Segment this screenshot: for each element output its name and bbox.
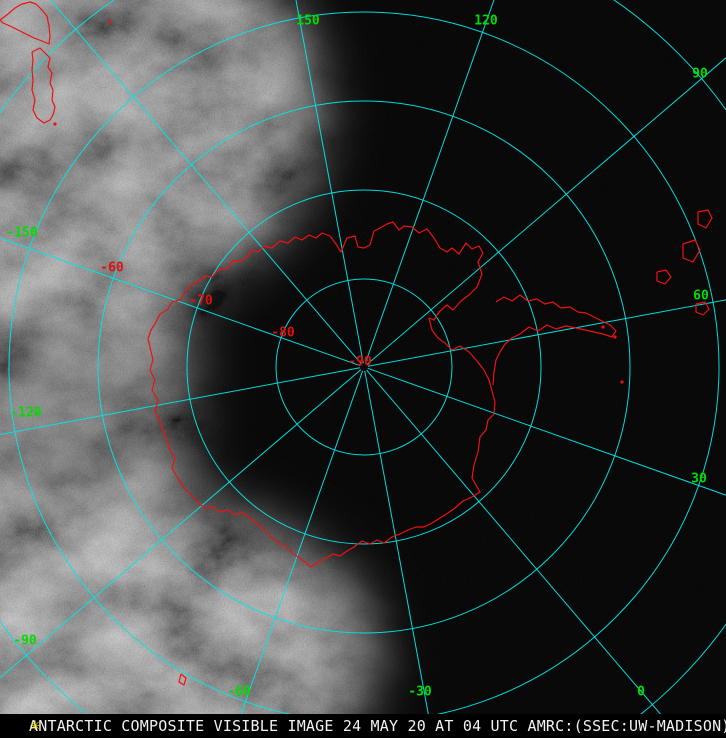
coastline-path: [656, 269, 672, 285]
coastline-layer: [0, 1, 713, 686]
cursor-star-icon: ✳: [30, 715, 41, 735]
longitude-label: -120: [10, 405, 42, 421]
meridian-line: [366, 369, 662, 714]
coastline-path: [695, 301, 710, 316]
meridian-line: [366, 57, 726, 365]
meridian-line: [0, 237, 361, 367]
coastline-path: [682, 239, 701, 263]
longitude-label: -60: [227, 684, 251, 700]
latitude-circle: [8, 11, 720, 714]
coastline-islet: [53, 122, 57, 126]
coastline-islet: [108, 20, 112, 24]
longitude-label: -150: [6, 225, 38, 241]
meridian-line: [49, 0, 362, 365]
meridian-line: [0, 367, 361, 435]
satellite-imagery-layer: [0, 0, 726, 714]
longitude-label: 30: [691, 471, 707, 487]
coastline-path: [697, 209, 713, 229]
longitude-label: 60: [693, 288, 709, 304]
coastline-islet: [601, 325, 605, 329]
longitude-label: 90: [692, 66, 708, 82]
coastline-islet: [620, 380, 624, 384]
meridian-line: [0, 369, 362, 679]
longitude-label: 150: [296, 13, 320, 29]
longitude-label: -30: [408, 684, 432, 700]
meridian-line: [367, 299, 726, 367]
longitude-label: -90: [13, 633, 37, 649]
latitude-circle: [97, 100, 631, 634]
sensor-noise-overlay: [0, 0, 726, 714]
latitude-circle: [186, 189, 542, 545]
coastline-path: [0, 1, 51, 45]
latitude-label: -70: [189, 293, 213, 309]
longitude-label: 0: [637, 684, 645, 700]
graticule-layer: [0, 0, 726, 714]
caption-bar: ✳ ANTARCTIC COMPOSITE VISIBLE IMAGE 24 M…: [0, 714, 726, 738]
caption-text: ANTARCTIC COMPOSITE VISIBLE IMAGE 24 MAY…: [29, 717, 726, 735]
latitude-label: -60: [100, 260, 124, 276]
map-area: 150 120 90 60 30 0 -30 -60 -90 -120 -150 -60 -70 -80 -…: [0, 0, 726, 714]
coastline-path: [147, 221, 496, 568]
longitude-label: 120: [474, 13, 498, 29]
coastline-islet: [613, 335, 617, 339]
latitude-label: -80: [271, 325, 295, 341]
meridian-line: [295, 0, 364, 364]
meridian-line: [364, 370, 429, 714]
meridian-line: [240, 370, 364, 714]
meridian-line: [367, 367, 726, 496]
coastline-path: [492, 294, 617, 386]
latitude-label: -90: [348, 354, 372, 370]
coastline-path: [178, 673, 187, 686]
latitude-circle: [275, 278, 453, 456]
coastline-path: [31, 47, 56, 124]
meridian-line: [364, 0, 495, 364]
